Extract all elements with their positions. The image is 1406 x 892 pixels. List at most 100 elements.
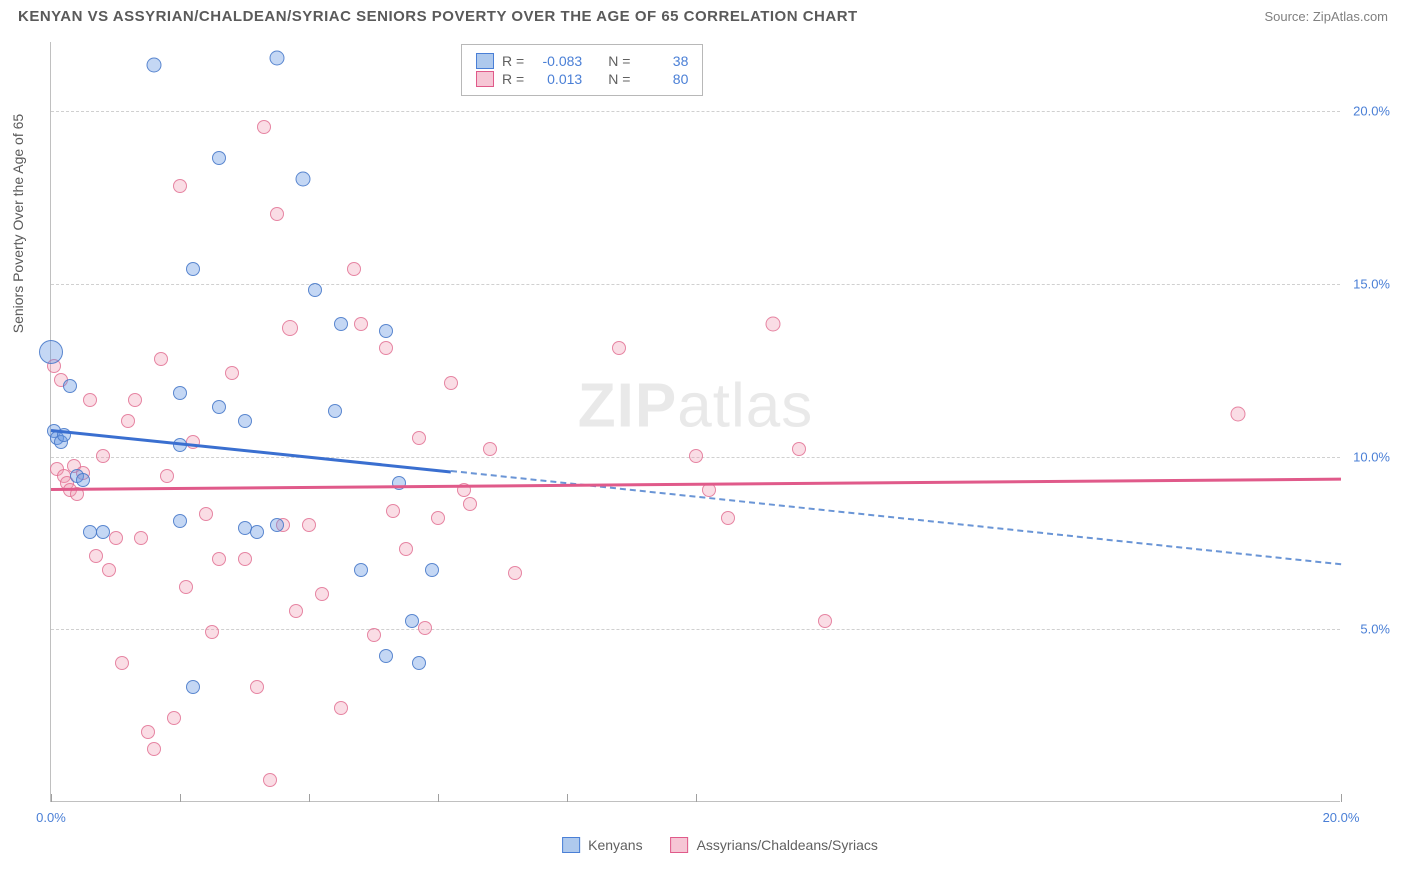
x-tick-label: 0.0%	[36, 810, 66, 825]
y-tick-label: 5.0%	[1360, 622, 1390, 637]
y-tick-label: 10.0%	[1353, 449, 1390, 464]
data-point	[818, 614, 832, 628]
data-point	[212, 151, 226, 165]
data-point	[354, 317, 368, 331]
data-point	[225, 366, 239, 380]
data-point	[334, 701, 348, 715]
data-point	[212, 400, 226, 414]
gridline	[51, 284, 1340, 285]
data-point	[689, 449, 703, 463]
x-tick	[438, 794, 439, 802]
x-tick	[567, 794, 568, 802]
data-point	[405, 614, 419, 628]
data-point	[347, 262, 361, 276]
data-point	[508, 566, 522, 580]
y-axis-title: Seniors Poverty Over the Age of 65	[10, 113, 26, 332]
data-point	[173, 386, 187, 400]
data-point	[379, 341, 393, 355]
data-point	[263, 773, 277, 787]
data-point	[766, 317, 781, 332]
data-point	[167, 711, 181, 725]
n-value-blue: 38	[638, 53, 688, 69]
chart-container: Seniors Poverty Over the Age of 65 ZIPat…	[50, 42, 1390, 827]
data-point	[334, 317, 348, 331]
data-point	[96, 525, 110, 539]
data-point	[412, 431, 426, 445]
r-label: R =	[502, 71, 524, 87]
data-point	[295, 172, 310, 187]
swatch-pink-icon	[476, 71, 494, 87]
data-point	[315, 587, 329, 601]
data-point	[308, 283, 322, 297]
data-point	[199, 507, 213, 521]
data-point	[39, 340, 63, 364]
data-point	[238, 552, 252, 566]
data-point	[134, 531, 148, 545]
gridline	[51, 629, 1340, 630]
x-tick	[51, 794, 52, 802]
data-point	[721, 511, 735, 525]
r-value-pink: 0.013	[532, 71, 582, 87]
data-point	[328, 404, 342, 418]
data-point	[289, 604, 303, 618]
x-tick	[309, 794, 310, 802]
legend-label-blue: Kenyans	[588, 837, 642, 853]
data-point	[463, 497, 477, 511]
legend-label-pink: Assyrians/Chaldeans/Syriacs	[697, 837, 878, 853]
n-label: N =	[608, 53, 630, 69]
data-point	[173, 179, 187, 193]
data-point	[412, 656, 426, 670]
legend-swatch-blue-icon	[562, 837, 580, 853]
data-point	[792, 442, 806, 456]
n-value-pink: 80	[638, 71, 688, 87]
data-point	[238, 521, 252, 535]
data-point	[160, 469, 174, 483]
x-tick	[180, 794, 181, 802]
data-point	[354, 563, 368, 577]
data-point	[250, 525, 264, 539]
data-point	[269, 51, 284, 66]
data-point	[141, 725, 155, 739]
data-point	[444, 376, 458, 390]
watermark: ZIPatlas	[578, 371, 813, 442]
data-point	[186, 262, 200, 276]
source-label: Source: ZipAtlas.com	[1264, 9, 1388, 24]
data-point	[76, 473, 90, 487]
gridline	[51, 111, 1340, 112]
data-point	[102, 563, 116, 577]
swatch-blue-icon	[476, 53, 494, 69]
data-point	[379, 324, 393, 338]
x-tick-label: 20.0%	[1323, 810, 1360, 825]
y-tick-label: 15.0%	[1353, 276, 1390, 291]
data-point	[483, 442, 497, 456]
data-point	[83, 525, 97, 539]
data-point	[282, 320, 298, 336]
data-point	[173, 514, 187, 528]
data-point	[179, 580, 193, 594]
x-tick	[696, 794, 697, 802]
data-point	[379, 649, 393, 663]
data-point	[367, 628, 381, 642]
data-point	[392, 476, 406, 490]
data-point	[425, 563, 439, 577]
data-point	[250, 680, 264, 694]
data-point	[418, 621, 432, 635]
x-tick	[1341, 794, 1342, 802]
n-label: N =	[608, 71, 630, 87]
regression-line-pink	[51, 477, 1341, 490]
data-point	[270, 518, 284, 532]
regression-line-blue	[51, 429, 451, 473]
data-point	[121, 414, 135, 428]
chart-title: KENYAN VS ASSYRIAN/CHALDEAN/SYRIAC SENIO…	[18, 8, 858, 25]
data-point	[238, 414, 252, 428]
data-point	[399, 542, 413, 556]
data-point	[270, 207, 284, 221]
data-point	[147, 58, 162, 73]
r-value-blue: -0.083	[532, 53, 582, 69]
plot-area: ZIPatlas R = -0.083 N = 38 R = 0.013 N =…	[50, 42, 1340, 802]
data-point	[154, 352, 168, 366]
data-point	[83, 393, 97, 407]
y-tick-label: 20.0%	[1353, 104, 1390, 119]
legend-swatch-pink-icon	[671, 837, 689, 853]
data-point	[1230, 407, 1245, 422]
